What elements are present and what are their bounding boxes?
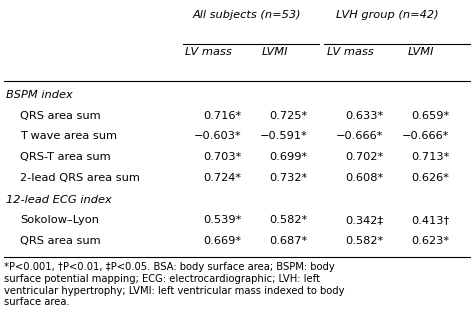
- Text: 0.626*: 0.626*: [411, 173, 449, 183]
- Text: 0.703*: 0.703*: [203, 152, 242, 162]
- Text: LVMI: LVMI: [408, 47, 434, 57]
- Text: 0.725*: 0.725*: [270, 111, 308, 121]
- Text: LV mass: LV mass: [327, 47, 374, 57]
- Text: 0.539*: 0.539*: [203, 215, 242, 225]
- Text: 0.702*: 0.702*: [345, 152, 383, 162]
- Text: QRS area sum: QRS area sum: [20, 236, 101, 246]
- Text: 0.342‡: 0.342‡: [345, 215, 383, 225]
- Text: 0.669*: 0.669*: [204, 236, 242, 246]
- Text: −0.666*: −0.666*: [336, 131, 383, 141]
- Text: All subjects (n=53): All subjects (n=53): [192, 10, 301, 20]
- Text: *P<0.001, †P<0.01, ‡P<0.05. BSA: body surface area; BSPM: body
surface potential: *P<0.001, †P<0.01, ‡P<0.05. BSA: body su…: [4, 262, 344, 307]
- Text: −0.591*: −0.591*: [260, 131, 308, 141]
- Text: LVMI: LVMI: [262, 47, 288, 57]
- Text: LV mass: LV mass: [185, 47, 232, 57]
- Text: −0.666*: −0.666*: [401, 131, 449, 141]
- Text: 0.716*: 0.716*: [204, 111, 242, 121]
- Text: 0.713*: 0.713*: [411, 152, 449, 162]
- Text: −0.603*: −0.603*: [194, 131, 242, 141]
- Text: 0.413†: 0.413†: [411, 215, 449, 225]
- Text: QRS area sum: QRS area sum: [20, 111, 101, 121]
- Text: 0.687*: 0.687*: [270, 236, 308, 246]
- Text: QRS-T area sum: QRS-T area sum: [20, 152, 111, 162]
- Text: T wave area sum: T wave area sum: [20, 131, 117, 141]
- Text: 0.582*: 0.582*: [270, 215, 308, 225]
- Text: 12-lead ECG index: 12-lead ECG index: [6, 195, 112, 204]
- Text: 0.608*: 0.608*: [345, 173, 383, 183]
- Text: 0.623*: 0.623*: [411, 236, 449, 246]
- Text: 0.724*: 0.724*: [204, 173, 242, 183]
- Text: BSPM index: BSPM index: [6, 90, 73, 100]
- Text: 0.732*: 0.732*: [270, 173, 308, 183]
- Text: 0.633*: 0.633*: [345, 111, 383, 121]
- Text: 2-lead QRS area sum: 2-lead QRS area sum: [20, 173, 140, 183]
- Text: Sokolow–Lyon: Sokolow–Lyon: [20, 215, 99, 225]
- Text: 0.582*: 0.582*: [345, 236, 383, 246]
- Text: 0.699*: 0.699*: [270, 152, 308, 162]
- Text: 0.659*: 0.659*: [411, 111, 449, 121]
- Text: LVH group (n=42): LVH group (n=42): [337, 10, 439, 20]
